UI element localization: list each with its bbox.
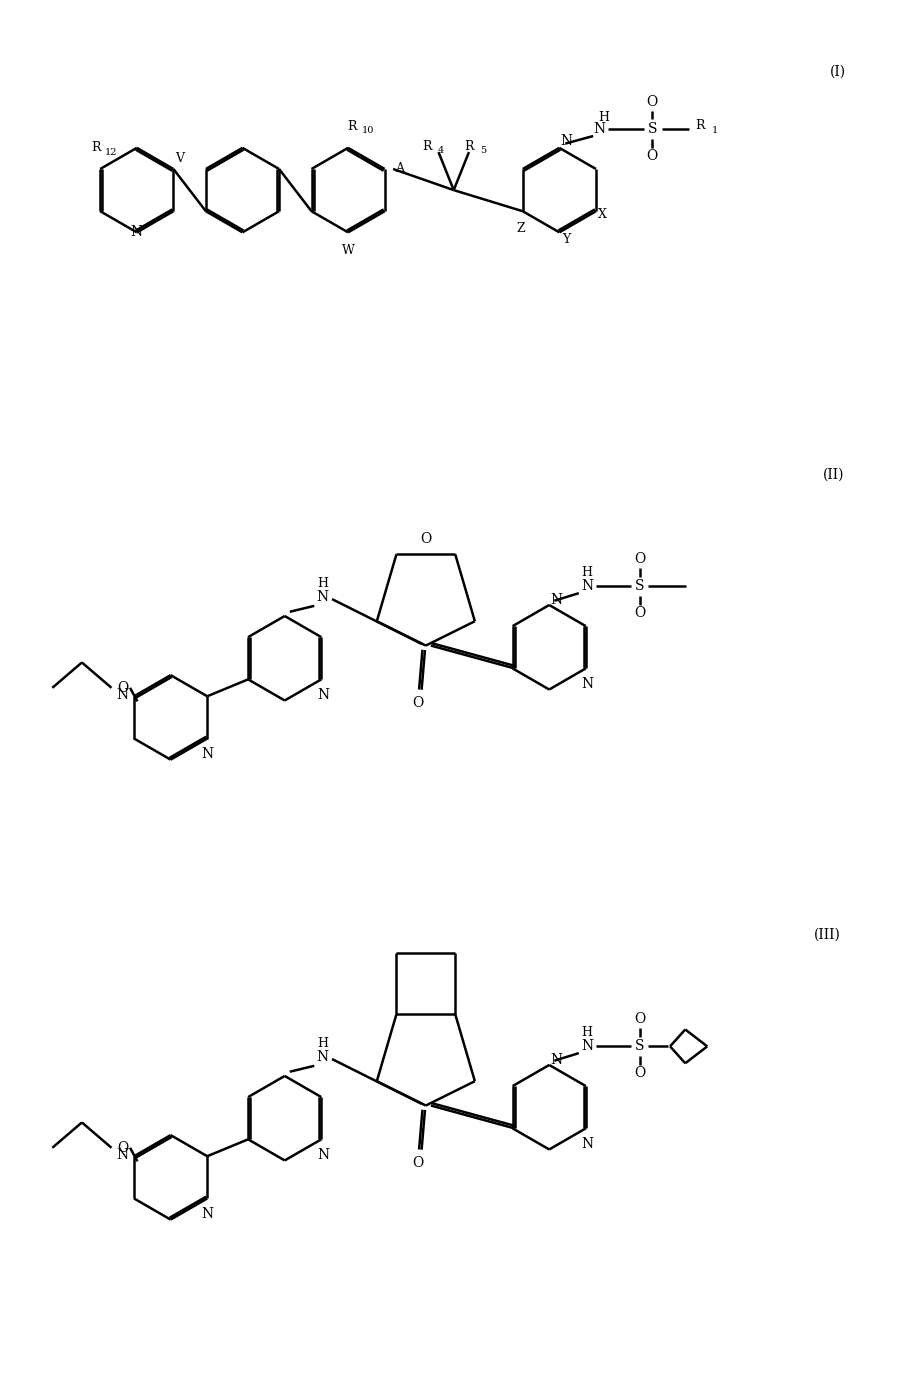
Text: N: N [316, 1050, 329, 1064]
Text: N: N [201, 1207, 213, 1221]
Text: O: O [413, 696, 423, 710]
Text: O: O [634, 1067, 645, 1081]
Text: N: N [582, 1137, 593, 1151]
Text: X: X [598, 209, 607, 221]
Text: S: S [635, 1039, 645, 1053]
Text: R: R [464, 140, 474, 152]
Text: O: O [634, 607, 645, 621]
Text: N: N [594, 122, 606, 136]
Text: H: H [317, 1038, 328, 1050]
Text: A: A [396, 162, 405, 176]
Text: O: O [118, 1141, 129, 1155]
Text: N: N [550, 1053, 562, 1067]
Text: N: N [582, 677, 593, 691]
Text: 5: 5 [480, 146, 486, 155]
Text: O: O [646, 95, 658, 110]
Text: N: N [317, 1148, 329, 1162]
Text: R: R [422, 140, 432, 152]
Text: O: O [413, 1156, 423, 1170]
Text: 10: 10 [361, 126, 374, 136]
Text: H: H [598, 111, 609, 124]
Text: N: N [116, 688, 129, 702]
Text: N: N [581, 1039, 593, 1053]
Text: O: O [420, 533, 432, 546]
Text: N: N [550, 593, 562, 607]
Text: Z: Z [517, 221, 525, 235]
Text: S: S [635, 579, 645, 593]
Text: N: N [116, 1148, 129, 1162]
Text: Y: Y [562, 232, 570, 246]
Text: (III): (III) [814, 928, 841, 942]
Text: (I): (I) [830, 65, 846, 78]
Text: V: V [174, 152, 183, 165]
Text: H: H [582, 1027, 592, 1039]
Text: O: O [118, 681, 129, 695]
Text: N: N [201, 747, 213, 761]
Text: N: N [316, 590, 329, 604]
Text: W: W [342, 244, 354, 258]
Text: N: N [581, 579, 593, 593]
Text: N: N [560, 135, 572, 148]
Text: (II): (II) [823, 468, 845, 482]
Text: H: H [582, 567, 592, 579]
Text: O: O [646, 150, 658, 163]
Text: R: R [92, 141, 101, 154]
Text: H: H [317, 578, 328, 590]
Text: S: S [647, 122, 657, 136]
Text: R: R [348, 121, 357, 133]
Text: O: O [634, 552, 645, 567]
Text: 1: 1 [712, 125, 718, 135]
Text: N: N [317, 688, 329, 702]
Text: N: N [130, 225, 143, 239]
Text: 4: 4 [438, 146, 444, 155]
Text: R: R [696, 119, 705, 132]
Text: 12: 12 [105, 147, 118, 157]
Text: O: O [634, 1012, 645, 1027]
